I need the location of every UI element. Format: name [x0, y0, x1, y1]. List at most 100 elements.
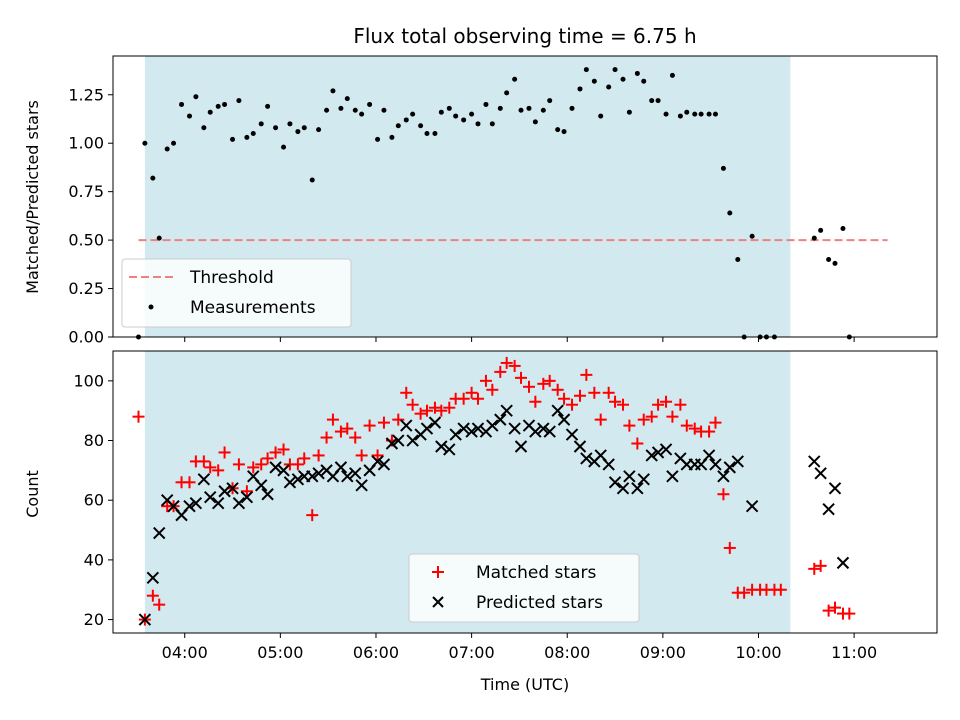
- measurements-point: [735, 256, 741, 262]
- count-y-tick-label: 60: [84, 491, 104, 510]
- matched-stars-point: [153, 598, 166, 611]
- measurements-point: [606, 84, 612, 90]
- measurements-point: [438, 109, 444, 115]
- measurements-point: [649, 98, 655, 104]
- count-legend: Matched stars Predicted stars: [408, 553, 640, 623]
- predicted-stars-point: [341, 470, 354, 483]
- measurements-point: [273, 125, 279, 131]
- measurements-point: [698, 111, 704, 117]
- matched-stars-point: [828, 601, 841, 614]
- measurements-point: [150, 175, 156, 181]
- ratio-legend-frame: [121, 258, 352, 328]
- count-x-tick-label: 08:00: [544, 643, 590, 662]
- matched-stars-point: [508, 359, 521, 372]
- measurements-point: [453, 113, 459, 119]
- matched-stars-point: [594, 413, 607, 426]
- measurements-point: [612, 67, 618, 73]
- matched-stars-point: [377, 416, 390, 429]
- predicted-stars-point: [631, 482, 644, 495]
- matched-stars-point: [392, 413, 405, 426]
- measurements-point: [840, 225, 846, 231]
- measurements-point: [258, 121, 264, 127]
- predicted-stars-point: [666, 470, 679, 483]
- measurements-point: [410, 111, 416, 117]
- measurements-point: [598, 113, 604, 119]
- predicted-stars-point: [508, 422, 521, 435]
- matched-stars-point: [515, 371, 528, 384]
- matched-stars-point: [486, 383, 499, 396]
- measurements-point: [265, 103, 271, 109]
- predicted-stars-point: [471, 422, 485, 435]
- predicted-stars-point: [291, 473, 305, 486]
- ratio-y-tick-label: 0.75: [68, 182, 104, 201]
- measurements-point: [395, 123, 401, 129]
- ratio-y-tick-label: 0.50: [68, 231, 104, 250]
- predicted-stars-point: [232, 496, 246, 510]
- measurements-point: [164, 146, 170, 152]
- measurements-point: [720, 165, 726, 171]
- count-x-tick-label: 10:00: [735, 643, 781, 662]
- matched-stars-point: [666, 410, 679, 423]
- predicted-stars-point: [836, 556, 850, 570]
- matched-stars-point: [146, 589, 159, 602]
- measurements-point: [620, 76, 626, 82]
- count-y-tick-label: 100: [73, 371, 104, 390]
- predicted-stars-point: [828, 482, 842, 495]
- measurements-point: [461, 117, 467, 123]
- matched-stars-point: [240, 485, 253, 498]
- matched-stars-point: [269, 446, 282, 459]
- measurements-point: [583, 67, 589, 73]
- predicted-stars-point: [449, 428, 462, 441]
- matched-stars-point: [183, 476, 196, 489]
- predicted-stars-point: [608, 476, 622, 489]
- matched-stars-point: [680, 419, 693, 432]
- x-axis-label: Time (UTC): [480, 675, 569, 694]
- predicted-stars-point: [709, 458, 722, 471]
- matched-stars-point: [623, 419, 636, 432]
- measurements-point: [727, 210, 733, 216]
- predicted-stars-point: [514, 440, 528, 453]
- measurements-point: [504, 90, 510, 96]
- ratio-y-tick-label: 1.25: [68, 85, 104, 104]
- predicted-stars-point: [557, 413, 571, 426]
- matched-stars-point: [443, 401, 456, 414]
- predicted-stars-point: [651, 446, 665, 459]
- matched-stars-point: [471, 392, 484, 405]
- predicted-legend-swatch: [432, 596, 444, 608]
- predicted-stars-point: [146, 571, 160, 585]
- matched-stars-point: [355, 449, 368, 462]
- count-x-tick-label: 06:00: [353, 643, 399, 662]
- matched-stars-point: [500, 356, 513, 369]
- predicted-stars-point: [189, 496, 203, 510]
- count-x-tick-label: 05:00: [257, 643, 303, 662]
- predicted-stars-point: [183, 499, 196, 513]
- predicted-stars-point: [211, 496, 225, 510]
- measurements-point: [222, 101, 228, 107]
- predicted-stars-point: [240, 491, 254, 504]
- measurements-point: [569, 105, 575, 111]
- matched-stars-point: [291, 458, 304, 471]
- matched-stars-point: [580, 368, 593, 381]
- measurements-point: [432, 131, 438, 137]
- predicted-stars-point: [529, 425, 542, 438]
- measurements-point: [692, 111, 698, 117]
- matched-stars-point: [255, 458, 268, 471]
- matched-stars-point: [551, 383, 564, 396]
- measurements-point: [832, 260, 838, 266]
- measurements-point: [540, 107, 546, 113]
- measurements-point: [193, 94, 199, 100]
- measurements-point: [526, 105, 532, 111]
- matched-stars-point: [435, 404, 448, 417]
- matched-stars-point: [566, 398, 579, 411]
- count-y-tick-label: 80: [84, 431, 104, 450]
- measurements-point: [338, 105, 344, 111]
- measurements-point: [201, 125, 207, 131]
- measurements-point: [469, 111, 475, 117]
- predicted-stars-point: [406, 434, 419, 447]
- matched-stars-point: [529, 395, 542, 408]
- matched-stars-point: [414, 407, 427, 420]
- predicted-legend-label: Predicted stars: [476, 593, 603, 613]
- predicted-stars-point: [218, 485, 231, 498]
- measurements-point: [301, 125, 307, 131]
- predicted-stars-point: [385, 437, 399, 450]
